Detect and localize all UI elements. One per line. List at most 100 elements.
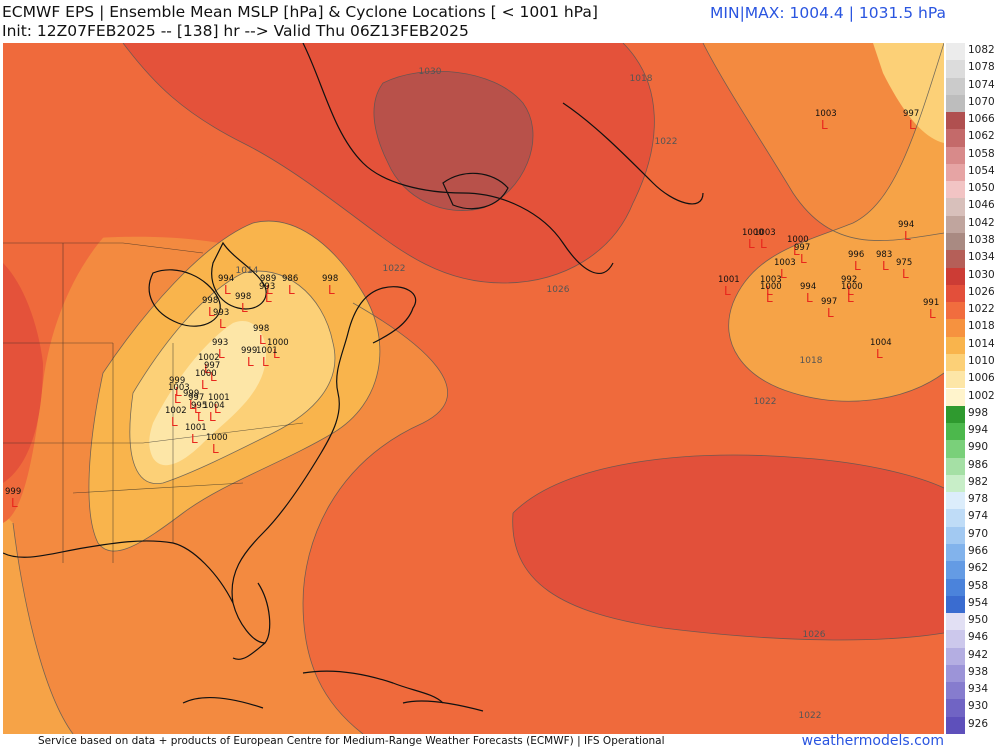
legend-entry: 1082 [946,43,1000,61]
legend-label: 938 [968,665,989,678]
legend-entry: 990 [946,440,1000,458]
low-marker-L: L [748,237,755,251]
legend-entry: 962 [946,561,1000,579]
low-pressure-value: 1001 [208,393,230,403]
low-marker-L: L [241,301,248,315]
legend-entry: 986 [946,457,1000,475]
legend-label: 934 [968,683,989,696]
band-1010-east [873,43,944,143]
low-pressure-value: 1000 [195,369,217,379]
low-marker-L: L [793,244,800,258]
legend-entry: 950 [946,613,1000,631]
legend-entry: 1062 [946,129,1000,147]
legend-entry: 1010 [946,353,1000,372]
low-marker-L: L [909,118,916,132]
legend-entry: 958 [946,578,1000,596]
low-pressure-value: 997 [204,361,220,371]
map-header: ECMWF EPS | Ensemble Mean MSLP [hPa] & C… [2,3,598,41]
low-pressure-value: 1003 [815,109,837,119]
low-pressure-value: 999 [5,487,21,497]
low-pressure-value: 1000 [206,433,228,443]
legend-label: 982 [968,475,989,488]
brand-link[interactable]: weathermodels.com [801,733,944,749]
legend-entry: 1058 [946,146,1000,164]
high-core-1030 [373,71,534,211]
low-marker-L: L [265,291,272,305]
legend-label: 1070 [968,95,995,108]
low-marker-L: L [191,432,198,446]
legend-swatch [946,371,965,389]
low-pressure-value: 1004 [203,401,225,411]
legend-label: 970 [968,527,989,540]
legend-swatch [946,509,965,527]
legend-entry: 1074 [946,77,1000,95]
low-marker-L: L [902,267,909,281]
legend-label: 1034 [968,251,995,264]
legend-swatch [946,302,965,320]
legend-entry: 1014 [946,336,1000,354]
legend-entry: 946 [946,630,1000,648]
low-marker-L: L [194,402,201,416]
data-credit: Service based on data + products of Euro… [38,735,665,747]
legend-label: 962 [968,562,989,575]
legend-swatch [946,647,965,665]
low-marker-L: L [259,333,266,347]
legend-entry: 1046 [946,198,1000,216]
legend-swatch [946,43,965,61]
min-max-readout: MIN|MAX: 1004.4 | 1031.5 hPa [710,4,946,22]
legend-swatch [946,423,965,441]
low-marker-L: L [171,415,178,429]
legend-entry: 1070 [946,94,1000,113]
low-marker-L: L [218,347,225,361]
legend-entry: 926 [946,716,1000,734]
low-marker-L: L [876,347,883,361]
legend-swatch [946,250,965,268]
legend-entry: 970 [946,526,1000,544]
legend-label: 1042 [968,216,995,229]
legend-entry: 978 [946,492,1000,510]
pressure-color-legend: 1082 1078 1074 1070 1066 1062 1058 1054 1050 1046… [946,43,1000,734]
high-ocean-1026 [512,455,944,640]
legend-swatch [946,215,965,234]
low-pressure-value: 991 [923,298,939,308]
low-marker-L: L [854,259,861,273]
low-marker-L: L [724,284,731,298]
isobar-label: 1022 [754,397,777,407]
legend-label: 950 [968,614,989,627]
isobar-label: 1014 [236,266,259,276]
legend-entry: 966 [946,543,1000,562]
legend-label: 958 [968,579,989,592]
low-marker-L: L [882,259,889,273]
legend-entry: 1066 [946,112,1000,130]
legend-label: 1050 [968,182,995,195]
legend-entry: 930 [946,699,1000,717]
legend-entry: 942 [946,647,1000,665]
low-pressure-value: 993 [212,338,228,348]
legend-label: 1074 [968,78,995,91]
legend-label: 1082 [968,44,995,56]
legend-swatch [946,60,965,78]
legend-label: 986 [968,458,989,471]
legend-swatch [946,233,965,251]
isobar-label: 1018 [800,356,823,366]
legend-swatch [946,77,965,95]
legend-label: 1026 [968,285,995,298]
legend-swatch [946,319,965,337]
